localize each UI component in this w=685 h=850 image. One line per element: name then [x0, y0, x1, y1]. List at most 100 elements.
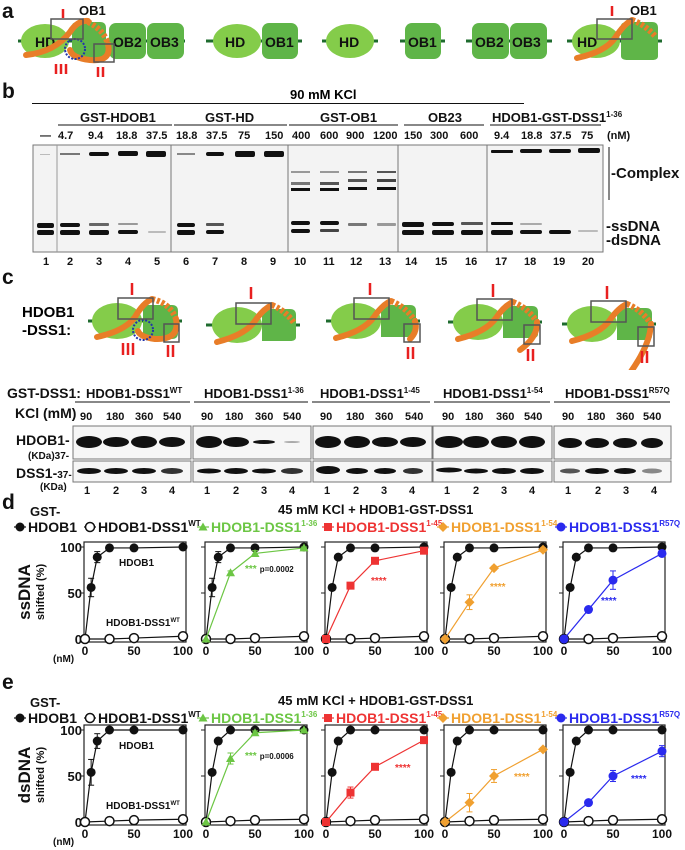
svg-text:0: 0 — [323, 644, 330, 658]
svg-text:100: 100 — [414, 644, 434, 658]
svg-text:180: 180 — [106, 411, 124, 423]
svg-text:8: 8 — [241, 256, 247, 265]
svg-text:3: 3 — [501, 485, 507, 495]
svg-text:50: 50 — [368, 827, 382, 841]
svg-text:OB2: OB2 — [113, 34, 142, 50]
legend-item: HDOB1-DSS11-54 — [437, 519, 558, 535]
svg-text:50: 50 — [368, 644, 382, 658]
diagram-full-length: HD OB2 OB3 OB1 — [18, 3, 185, 77]
svg-text:2: 2 — [233, 485, 239, 495]
concentration-labels: — 4.7 9.4 18.8 37.5 18.8 37.5 75 150 400… — [40, 130, 631, 142]
svg-text:180: 180 — [346, 411, 364, 423]
svg-text:HDOB1-DSS1WT: HDOB1-DSS1WT — [106, 618, 180, 629]
panel-c-label: c — [2, 266, 14, 289]
diagram-ob23: OB2 OB3 — [466, 23, 552, 59]
svg-text:0: 0 — [203, 644, 210, 658]
svg-text:9.4: 9.4 — [88, 130, 104, 142]
legend-item: HDOB1 — [14, 710, 77, 726]
svg-text:360: 360 — [375, 411, 393, 423]
svg-text:HDOB1: HDOB1 — [119, 558, 154, 569]
western-blot-panel: GST-DSS1: KCl (mM) HDOB1- (KDa)37- DSS1-… — [7, 385, 672, 495]
svg-text:4: 4 — [409, 485, 416, 495]
diagram-hd: HD — [322, 24, 378, 58]
svg-text:13: 13 — [379, 256, 391, 265]
svg-text:180: 180 — [225, 411, 243, 423]
svg-text:2: 2 — [113, 485, 119, 495]
svg-text:HDOB1: HDOB1 — [119, 741, 154, 752]
svg-text:0: 0 — [323, 827, 330, 841]
svg-text:4: 4 — [169, 485, 176, 495]
svg-text:(KDa)37-: (KDa)37- — [28, 451, 69, 462]
svg-text:shifted (%): shifted (%) — [35, 747, 47, 804]
svg-text:14: 14 — [405, 256, 418, 265]
svg-text:6: 6 — [183, 256, 189, 265]
svg-text:90: 90 — [80, 411, 92, 423]
svg-text:HDOB1-DSS11-45: HDOB1-DSS11-45 — [336, 710, 443, 726]
svg-text:HDOB1-DSS1R57Q: HDOB1-DSS1R57Q — [569, 519, 680, 535]
svg-text:150: 150 — [404, 130, 422, 142]
svg-text:50: 50 — [487, 644, 501, 658]
panel-a-label: a — [2, 0, 14, 23]
svg-text:600: 600 — [460, 130, 478, 142]
legend-item: HDOB1-DSS11-36 — [197, 519, 318, 535]
svg-text:50: 50 — [487, 827, 501, 841]
svg-text:37.5: 37.5 — [206, 130, 227, 142]
svg-text:900: 900 — [346, 130, 364, 142]
svg-text:2: 2 — [595, 485, 601, 495]
svg-text:HDOB1-DSS1WT: HDOB1-DSS1WT — [98, 710, 201, 726]
svg-text:HDOB1: HDOB1 — [28, 519, 77, 535]
legend-item: HDOB1-DSS1WT — [84, 710, 201, 726]
subplot: 0 50 100 **** — [439, 724, 553, 841]
panel-a-domain-diagrams: HD OB2 OB3 OB1 HD OB1 — [18, 3, 662, 77]
svg-text:7: 7 — [212, 256, 218, 265]
svg-text:—: — — [40, 130, 51, 142]
svg-text:540: 540 — [643, 411, 661, 423]
svg-text:50: 50 — [606, 644, 620, 658]
svg-text:2: 2 — [353, 485, 359, 495]
lane-numbers: 1 2 3 4 5 6 7 8 9 10 11 12 13 14 15 16 1… — [43, 256, 594, 265]
svg-text:(nM): (nM) — [53, 654, 74, 665]
svg-text:3: 3 — [96, 256, 102, 265]
svg-text:HDOB1-DSS1WT: HDOB1-DSS1WT — [106, 801, 180, 812]
svg-text:17: 17 — [495, 256, 507, 265]
svg-text:1200: 1200 — [373, 130, 397, 142]
condition-bar — [32, 103, 262, 104]
kcl-values: 90 180 360 540 90 180 360 540 90 180 360 540 90 18… — [80, 411, 661, 423]
svg-text:0: 0 — [561, 644, 568, 658]
svg-text:HDOB1-DSS11-54: HDOB1-DSS11-54 — [451, 519, 558, 535]
svg-text:4: 4 — [289, 485, 296, 495]
svg-text:OB2: OB2 — [475, 34, 504, 50]
svg-text:4: 4 — [125, 256, 132, 265]
diagram-hdob1-bound: HD OB1 — [567, 3, 662, 61]
svg-text:37.5: 37.5 — [146, 130, 167, 142]
kcl-label: KCl (mM) — [15, 405, 76, 421]
svg-text:GST-: GST- — [30, 504, 60, 519]
svg-text:100: 100 — [294, 827, 314, 841]
condition-bar-2 — [262, 103, 524, 104]
svg-text:100: 100 — [652, 827, 672, 841]
svg-text:100: 100 — [533, 827, 553, 841]
svg-text:OB1: OB1 — [630, 3, 657, 18]
svg-text:ssDNA: ssDNA — [15, 564, 34, 620]
svg-text:OB1: OB1 — [408, 34, 437, 50]
svg-text:9.4: 9.4 — [494, 130, 510, 142]
svg-text:4: 4 — [651, 485, 658, 495]
svg-text:150: 150 — [265, 130, 283, 142]
svg-text:0: 0 — [75, 632, 82, 647]
legend-item: HDOB1 — [14, 519, 77, 535]
panel-e-chart: 45 mM KCl + HDOB1-GST-DSS1 GST- HDOB1 HDOB1… — [0, 675, 685, 850]
svg-text:shifted (%): shifted (%) — [35, 564, 47, 621]
gst-dss1-label: GST-DSS1: — [7, 385, 81, 401]
svg-text:90: 90 — [442, 411, 454, 423]
group-gst-hd: GST-HD — [205, 110, 254, 125]
svg-text:100: 100 — [60, 723, 82, 738]
hdob1-row-label: HDOB1- — [16, 432, 70, 448]
subplot: 0 50 100 **** — [320, 724, 434, 841]
diagram-hdob1: HD OB1 — [206, 23, 302, 59]
svg-text:2: 2 — [473, 485, 479, 495]
svg-text:100: 100 — [173, 644, 193, 658]
blot-group-r57q: HDOB1-DSS1R57Q — [565, 386, 670, 401]
svg-text:***p=0.0002: *** p=0.0002 — [245, 564, 294, 575]
blot-group-wt: HDOB1-DSS1WT — [86, 386, 182, 401]
